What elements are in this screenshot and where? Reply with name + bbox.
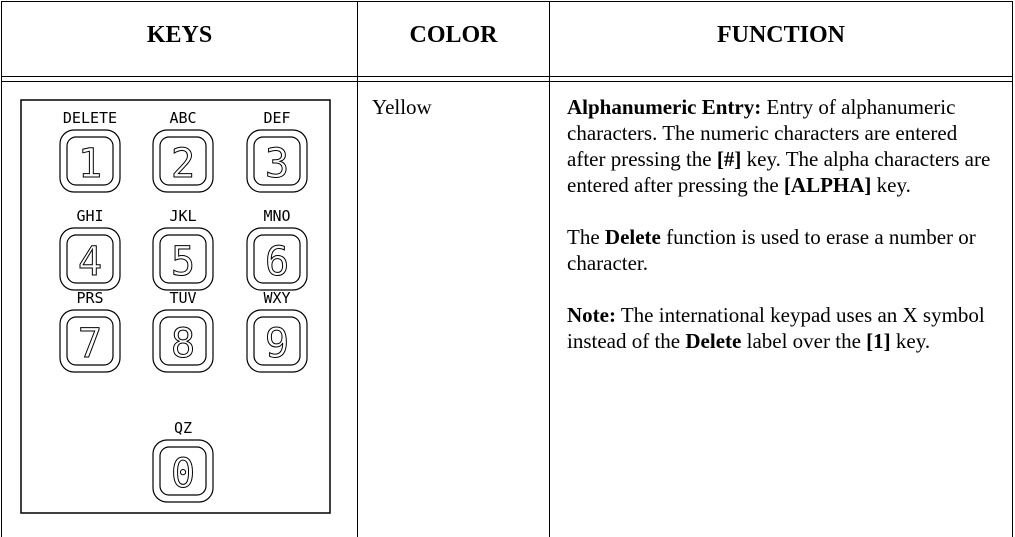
- text: label over the: [741, 329, 867, 353]
- key-inner: [159, 316, 207, 366]
- bold-text: Note:: [567, 303, 616, 327]
- key-label: DELETE: [63, 109, 117, 127]
- function-cell: Alphanumeric Entry: Entry of alphanumeri…: [567, 94, 997, 380]
- key-outer: [246, 227, 308, 291]
- text: key.: [890, 329, 931, 353]
- bold-text: [#]: [716, 147, 742, 171]
- text: key.: [871, 173, 911, 197]
- key-outer: [246, 309, 308, 373]
- color-cell: Yellow: [372, 95, 432, 119]
- key-outer: [59, 309, 121, 373]
- key-outer: [152, 309, 214, 373]
- key-label: WXY: [263, 289, 290, 307]
- bold-text: [1]: [866, 329, 891, 353]
- keypad-frame: [20, 99, 331, 514]
- key-inner: [253, 136, 301, 186]
- bold-text: Delete: [604, 225, 661, 249]
- key-outer: [59, 129, 121, 193]
- key-digit: 8: [171, 321, 195, 367]
- keypad: DELETE 1 ABC 2 DEF 3 GHI 4 JKL 5 MNO 6 PRS 7 TUV 8 WXY 9 Q…: [20, 99, 331, 514]
- paragraph: The Delete function is used to erase a n…: [567, 224, 997, 276]
- key-inner: [66, 316, 114, 366]
- text: The: [567, 225, 605, 249]
- border: [549, 1, 550, 537]
- key-inner: [66, 136, 114, 186]
- bold-text: Alphanumeric Entry:: [567, 95, 762, 119]
- key-digit: 4: [78, 239, 102, 285]
- key-inner: [253, 234, 301, 284]
- header: KEYS: [146, 22, 213, 48]
- text: Entry of alphanumeric characters. The nu…: [567, 95, 963, 171]
- border: [1, 76, 1013, 77]
- border: [1, 81, 1013, 82]
- key-inner: [159, 234, 207, 284]
- key-inner: [66, 234, 114, 284]
- key-label: JKL: [169, 207, 196, 225]
- key-digit: 9: [265, 321, 289, 367]
- key-label: MNO: [263, 207, 290, 225]
- key-digit: 3: [265, 141, 289, 187]
- key-digit: 7: [78, 321, 102, 367]
- key-label: QZ: [174, 419, 192, 437]
- text: key. The alpha characters are entered af…: [567, 147, 996, 197]
- border: [1, 1, 2, 537]
- border: [357, 1, 358, 537]
- paragraph: Note: The international keypad uses an X…: [567, 302, 997, 354]
- key-digit: 6: [265, 239, 289, 285]
- key-inner: [253, 316, 301, 366]
- border: [1, 1, 1013, 2]
- key-digit: 2: [171, 141, 195, 187]
- key-label: PRS: [76, 289, 103, 307]
- header: FUNCTION: [716, 22, 845, 48]
- header: COLOR: [409, 22, 498, 48]
- key-outer: [152, 129, 214, 193]
- key-label: ABC: [169, 109, 196, 127]
- key-outer: [246, 129, 308, 193]
- border: [1012, 1, 1013, 537]
- bold-text: [ALPHA]: [783, 173, 872, 197]
- key-outer: [59, 227, 121, 291]
- key-inner: [159, 446, 207, 496]
- key-digit: 5: [171, 239, 195, 285]
- key-inner: [159, 136, 207, 186]
- bold-text: Delete: [685, 329, 742, 353]
- key-outer: [152, 439, 214, 503]
- key-label: GHI: [76, 207, 103, 225]
- paragraph: Alphanumeric Entry: Entry of alphanumeri…: [567, 94, 997, 198]
- key-outer: [152, 227, 214, 291]
- text: function is used to erase a number or ch…: [567, 225, 982, 275]
- key-label: TUV: [169, 289, 196, 307]
- key-digit: 0: [171, 451, 195, 497]
- key-label: DEF: [263, 109, 290, 127]
- key-digit: 1: [78, 141, 102, 187]
- text: The international keypad uses an X symbo…: [567, 303, 991, 353]
